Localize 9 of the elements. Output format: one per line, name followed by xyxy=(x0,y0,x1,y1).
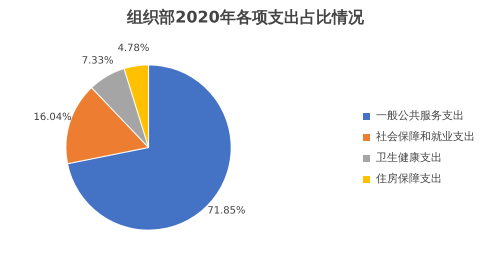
chart-title: 组织部2020年各项支出占比情况 xyxy=(126,8,365,26)
legend-label: 社会保障和就业支出 xyxy=(376,129,475,144)
data-label: 4.78% xyxy=(118,42,150,54)
data-label: 16.04% xyxy=(33,112,72,123)
legend-label: 一般公共服务支出 xyxy=(376,108,464,123)
data-label: 7.33% xyxy=(82,56,114,67)
legend-label: 卫生健康支出 xyxy=(376,150,442,165)
data-label: 71.85% xyxy=(207,205,246,216)
legend-label: 住房保障支出 xyxy=(376,171,442,186)
